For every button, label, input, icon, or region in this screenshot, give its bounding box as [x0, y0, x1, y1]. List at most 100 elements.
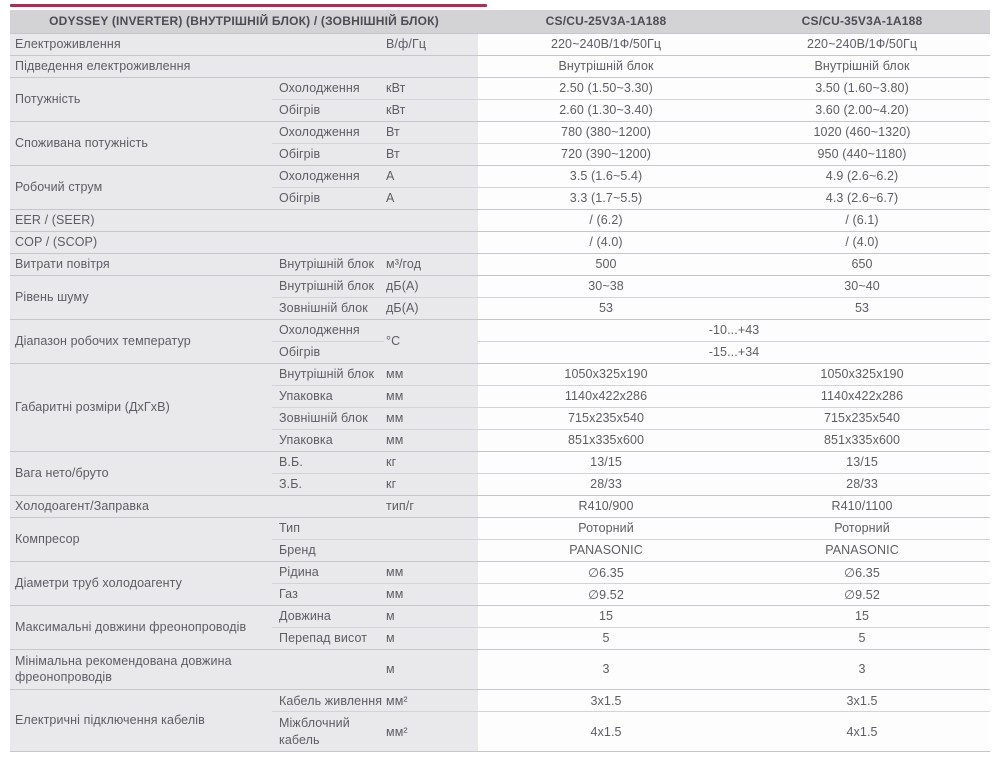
- sub-label: Охолодження: [272, 318, 384, 341]
- sub-label: Тип: [272, 516, 479, 539]
- unit-label: кг: [384, 450, 479, 473]
- unit-label: мм: [384, 560, 479, 583]
- unit-label: Вт: [384, 142, 479, 165]
- table-row: Обігрів Вт 720 (390~1200) 950 (440~1180): [10, 142, 991, 165]
- value-cell: 3.5 (1.6~5.4): [478, 164, 735, 187]
- unit-label: мм: [384, 406, 479, 429]
- unit-label: мм²: [384, 689, 479, 712]
- unit-label: м: [384, 648, 479, 690]
- value-cell: 53: [734, 296, 991, 319]
- param-label: Вага нето/бруто: [10, 450, 272, 495]
- param-label: Робочий струм: [10, 164, 272, 209]
- value-cell: / (6.1): [734, 208, 991, 231]
- table-row: Діапазон робочих температур Охолодження …: [10, 318, 991, 363]
- table-row: Зовнішній блок мм 715x235x540 715x235x54…: [10, 406, 991, 429]
- unit-label: мм: [384, 428, 479, 451]
- value-cell: 715x235x540: [734, 406, 991, 429]
- value-cell: 950 (440~1180): [734, 142, 991, 165]
- sub-label: Внутрішній блок: [272, 362, 384, 385]
- table-row: Компресор Тип Роторний Роторний: [10, 516, 991, 561]
- unit-label: кВт: [384, 76, 479, 99]
- value-cell: Внутрішній блок: [478, 54, 735, 77]
- value-cell: 4x1.5: [478, 711, 735, 752]
- value-cell: 30~38: [478, 274, 735, 297]
- sub-label: Охолодження: [272, 76, 384, 99]
- accent-line: [10, 4, 487, 7]
- sub-label: Зовнішній блок: [272, 406, 384, 429]
- unit-label: м³/год: [384, 252, 479, 275]
- sub-label: Зовнішній блок: [272, 296, 384, 319]
- param-label: EER / (SEER): [10, 208, 479, 231]
- param-label: Діаметри труб холодоагенту: [10, 560, 272, 605]
- table-row: Газ мм ∅9.52 ∅9.52: [10, 582, 991, 605]
- table-row: Габаритні розміри (ДхГхВ) Внутрішній бло…: [10, 362, 991, 451]
- value-cell: 2.50 (1.50~3.30): [478, 76, 735, 99]
- value-cell: 1140x422x286: [478, 384, 735, 407]
- value-cell: 500: [478, 252, 735, 275]
- value-cell: 3x1.5: [478, 689, 735, 712]
- sub-label: Рідина: [272, 560, 384, 583]
- value-cell: 851x335x600: [478, 428, 735, 451]
- value-cell: Роторний: [734, 516, 991, 539]
- value-cell: R410/900: [478, 494, 735, 517]
- table-row: Рівень шуму Внутрішній блок дБ(А) 30~38 …: [10, 274, 991, 319]
- value-cell: PANASONIC: [734, 538, 991, 561]
- sub-label: З.Б.: [272, 472, 384, 495]
- value-cell: 5: [478, 626, 735, 649]
- unit-label: дБ(А): [384, 274, 479, 297]
- value-cell: 15: [734, 604, 991, 627]
- unit-label: В/ф/Гц: [384, 32, 479, 55]
- table-row: Бренд PANASONIC PANASONIC: [10, 538, 991, 561]
- value-cell: PANASONIC: [478, 538, 735, 561]
- param-label: Габаритні розміри (ДхГхВ): [10, 362, 272, 451]
- unit-label: А: [384, 186, 479, 209]
- param-label: Витрати повітря: [10, 252, 272, 275]
- param-label: Потужність: [10, 76, 272, 121]
- param-label: Рівень шуму: [10, 274, 272, 319]
- sub-label: Бренд: [272, 538, 479, 561]
- value-cell: 30~40: [734, 274, 991, 297]
- model-column-header-1: CS/CU-25V3A-1A188: [478, 10, 735, 33]
- table-row: Обігрів кВт 2.60 (1.30~3.40) 3.60 (2.00~…: [10, 98, 991, 121]
- table-row: Споживана потужність Охолодження Вт 780 …: [10, 120, 991, 165]
- table-row: Упаковка мм 851x335x600 851x335x600: [10, 428, 991, 451]
- sub-label: Міжблочний кабель: [272, 711, 384, 752]
- table-row: Електроживлення В/ф/Гц 220~240В/1Ф/50Гц …: [10, 32, 991, 55]
- sub-label: Обігрів: [272, 186, 384, 209]
- header-row: ODYSSEY (INVERTER) (ВНУТРІШНІЙ БЛОК) / (…: [10, 10, 991, 33]
- sub-label: Внутрішній блок: [272, 274, 384, 297]
- value-cell: 780 (380~1200): [478, 120, 735, 143]
- unit-label: мм: [384, 384, 479, 407]
- param-label: Максимальні довжини фреонопроводів: [10, 604, 272, 649]
- table-row: Міжблочний кабель мм² 4x1.5 4x1.5: [10, 711, 991, 752]
- spec-table: ODYSSEY (INVERTER) (ВНУТРІШНІЙ БЛОК) / (…: [10, 10, 991, 752]
- value-cell: 3: [734, 648, 991, 690]
- param-label: Холодоагент/Заправка: [10, 494, 384, 517]
- value-cell: 2.60 (1.30~3.40): [478, 98, 735, 121]
- param-label: Електроживлення: [10, 32, 384, 55]
- unit-label: тип/г: [384, 494, 479, 517]
- value-cell: 1050x325x190: [734, 362, 991, 385]
- sub-label: Обігрів: [272, 98, 384, 121]
- param-label: Мінімальна рекомендована довжина фреоноп…: [10, 648, 384, 690]
- value-cell: 5: [734, 626, 991, 649]
- unit-label: м: [384, 626, 479, 649]
- value-cell: 3.60 (2.00~4.20): [734, 98, 991, 121]
- value-cell: 220~240В/1Ф/50Гц: [478, 32, 735, 55]
- param-label: Підведення електроживлення: [10, 54, 479, 77]
- value-cell: 4x1.5: [734, 711, 991, 752]
- param-label: Споживана потужність: [10, 120, 272, 165]
- value-cell: 53: [478, 296, 735, 319]
- table-row: З.Б. кг 28/33 28/33: [10, 472, 991, 495]
- table-row: Потужність Охолодження кВт 2.50 (1.50~3.…: [10, 76, 991, 121]
- value-cell: 851x335x600: [734, 428, 991, 451]
- value-cell: 3.3 (1.7~5.5): [478, 186, 735, 209]
- value-cell: 220~240В/1Ф/50Гц: [734, 32, 991, 55]
- sub-label: Внутрішній блок: [272, 252, 384, 275]
- value-cell: 28/33: [734, 472, 991, 495]
- table-row: Перепад висот м 5 5: [10, 626, 991, 649]
- value-cell: 1020 (460~1320): [734, 120, 991, 143]
- table-row: Максимальні довжини фреонопроводів Довжи…: [10, 604, 991, 649]
- value-cell: 3: [478, 648, 735, 690]
